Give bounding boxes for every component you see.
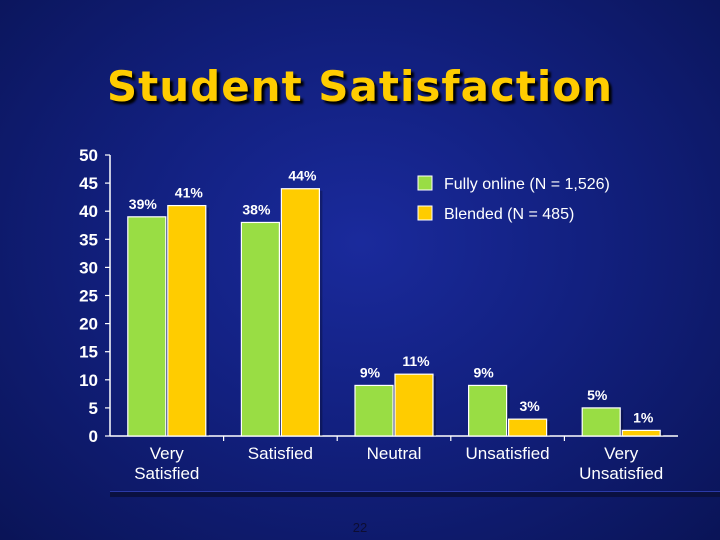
page-number: 22	[352, 520, 368, 535]
data-label: 1%	[633, 409, 654, 425]
bar-fully-online	[127, 216, 167, 437]
data-label: 3%	[519, 398, 540, 414]
legend-swatch-blended	[417, 205, 433, 221]
x-tick-label: Neutral	[367, 444, 422, 463]
y-tick-label: 50	[79, 146, 98, 165]
y-tick-label: 45	[79, 174, 98, 193]
x-tick-label: Unsatisfied	[466, 444, 550, 463]
y-tick-label: 5	[89, 399, 98, 418]
data-label: 44%	[288, 168, 317, 184]
y-tick-label: 35	[79, 230, 98, 249]
x-tick-label: Very Satisfied	[134, 444, 199, 483]
data-label: 38%	[242, 201, 271, 217]
x-tick-label: Very Unsatisfied	[579, 444, 663, 483]
data-label: 9%	[473, 364, 494, 380]
bar-blended	[621, 429, 661, 437]
y-tick-label: 30	[79, 258, 98, 277]
y-tick-label: 40	[79, 202, 98, 221]
data-label: 41%	[175, 185, 204, 201]
data-label: 9%	[360, 364, 381, 380]
y-tick-label: 15	[79, 343, 98, 362]
data-label: 39%	[129, 196, 158, 212]
chart-legend: Fully online (N = 1,526) Blended (N = 485…	[417, 175, 610, 223]
legend-label-blended: Blended (N = 485)	[444, 206, 574, 223]
data-label: 5%	[587, 387, 608, 403]
y-tick-label: 20	[79, 315, 98, 334]
bar-blended	[280, 188, 320, 437]
y-tick-label: 0	[89, 427, 98, 446]
y-tick-label: 10	[79, 371, 98, 390]
bar-fully-online	[581, 407, 621, 437]
chart-bars	[127, 188, 664, 437]
y-tick-label: 25	[79, 287, 98, 306]
slide-title: Student Satisfaction	[106, 62, 614, 111]
bar-blended	[167, 204, 207, 437]
chart-axes: 0 5 10 15 20 25 30 35 40 45 50 Very Satisfied Satisfi…	[79, 146, 678, 483]
footer-divider	[110, 491, 720, 497]
bar-blended	[508, 418, 548, 437]
x-tick-label: Satisfied	[248, 444, 313, 463]
legend-label-fully-online: Fully online (N = 1,526)	[444, 176, 610, 193]
legend-swatch-fully-online	[417, 175, 433, 191]
bar-fully-online	[354, 384, 394, 437]
chart-data-labels: 39% 41% 38% 44% 9% 11% 9% 3% 5% 1%	[129, 168, 654, 426]
data-label: 11%	[402, 353, 430, 369]
bar-blended	[394, 373, 434, 437]
bar-fully-online	[240, 221, 280, 437]
bar-fully-online	[468, 384, 508, 437]
